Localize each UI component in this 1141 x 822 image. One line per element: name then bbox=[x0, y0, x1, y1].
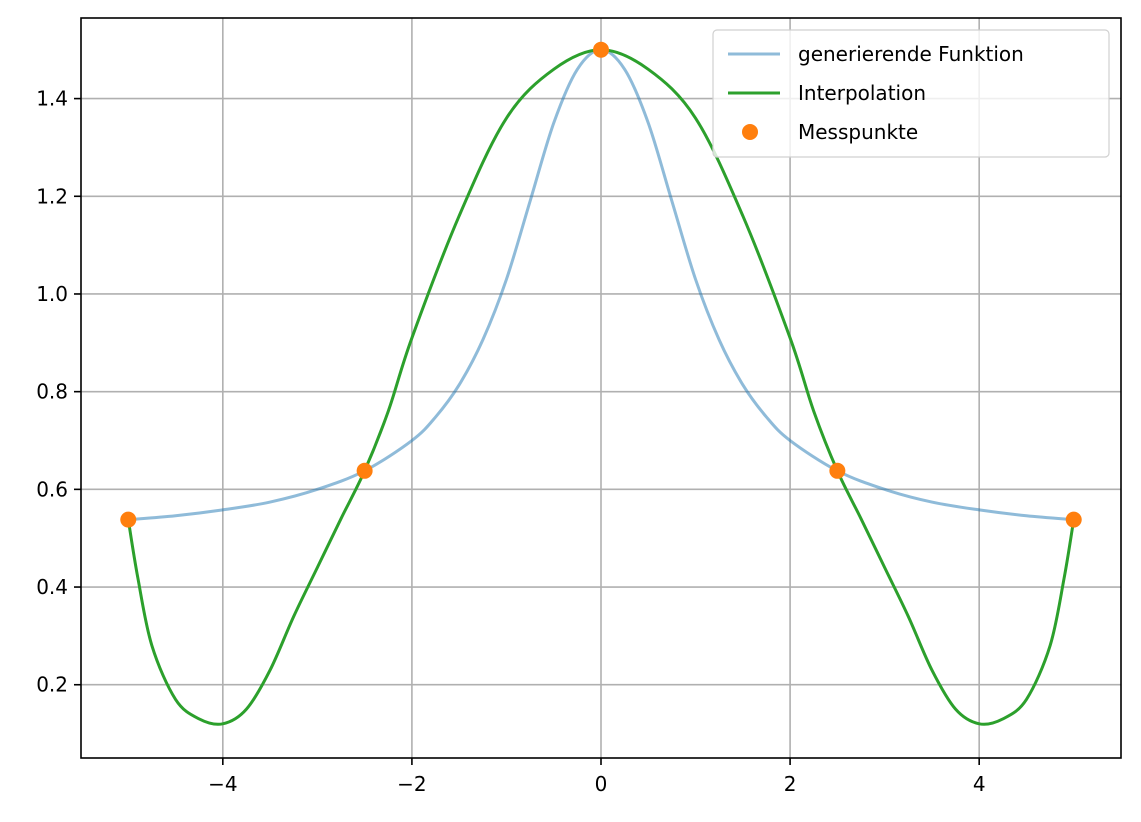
scatter-points bbox=[120, 41, 1082, 528]
legend-swatch-messpunkte bbox=[742, 124, 758, 140]
scatter-point bbox=[593, 41, 609, 58]
y-tick-label: 0.8 bbox=[36, 380, 68, 404]
x-tick-label: 2 bbox=[784, 772, 797, 796]
scatter-point bbox=[829, 462, 846, 479]
x-tick-label: −4 bbox=[208, 772, 237, 796]
legend: generierende Funktion Interpolation Mess… bbox=[712, 29, 1110, 158]
y-tick-label: 1.0 bbox=[36, 282, 68, 306]
scatter-point bbox=[120, 511, 137, 528]
scatter-point bbox=[356, 462, 373, 479]
x-tick-label: −2 bbox=[397, 772, 426, 796]
y-tick-label: 0.6 bbox=[36, 477, 68, 501]
grid bbox=[81, 18, 1121, 758]
legend-label-messpunkte: Messpunkte bbox=[798, 120, 918, 144]
x-tick-label: 0 bbox=[595, 772, 608, 796]
x-tick-label: 4 bbox=[973, 772, 986, 796]
y-tick-label: 0.2 bbox=[36, 673, 68, 697]
y-tick-label: 1.4 bbox=[36, 87, 68, 111]
scatter-point bbox=[1065, 511, 1082, 528]
legend-label-interpolation: Interpolation bbox=[798, 81, 926, 105]
y-tick-label: 0.4 bbox=[36, 575, 68, 599]
axis-ticks: −4 −2 0 2 4 0.2 0.4 0.6 0.8 1.0 1.2 1.4 bbox=[36, 87, 985, 796]
legend-box bbox=[712, 29, 1110, 158]
y-tick-label: 1.2 bbox=[36, 184, 68, 208]
legend-label-generierende-funktion: generierende Funktion bbox=[798, 42, 1024, 66]
